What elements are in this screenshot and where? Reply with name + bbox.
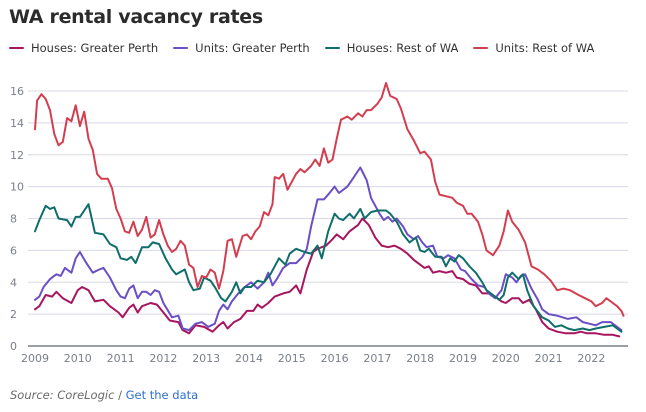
legend-swatch — [473, 46, 489, 50]
source-separator: / — [114, 388, 126, 402]
gridlines — [28, 90, 628, 315]
legend-item: Houses: Rest of WA — [324, 41, 459, 55]
legend-swatch — [9, 46, 24, 50]
x-tick-label: 2014 — [235, 352, 263, 365]
source-note: Source: CoreLogic / Get the data — [10, 388, 198, 402]
legend-item: Houses: Greater Perth — [9, 41, 158, 55]
y-tick-label: 2 — [10, 308, 17, 321]
series-line-houses-greater-perth — [34, 217, 621, 338]
x-tick-label: 2015 — [278, 352, 306, 365]
legend: Houses: Greater Perth Units: Greater Per… — [9, 41, 609, 55]
legend-swatch — [173, 46, 189, 50]
source-label: Source: CoreLogic — [10, 388, 115, 402]
y-tick-label: 4 — [10, 276, 17, 289]
y-tick-label: 8 — [10, 213, 17, 226]
x-tick-label: 2011 — [107, 352, 135, 365]
legend-label: Houses: Greater Perth — [31, 41, 159, 55]
x-tick-label: 2012 — [149, 352, 177, 365]
series-line-units-greater-perth — [34, 166, 623, 332]
legend-label: Units: Rest of WA — [495, 41, 595, 55]
y-tick-label: 12 — [10, 149, 24, 162]
series-line-units-rest-of-wa — [34, 82, 625, 317]
legend-label: Units: Greater Perth — [195, 41, 310, 55]
x-tick-label: 2013 — [192, 352, 220, 365]
legend-item: Units: Rest of WA — [473, 41, 594, 55]
legend-label: Houses: Rest of WA — [346, 41, 459, 55]
series-line-houses-rest-of-wa — [34, 203, 623, 333]
x-tick-label: 2019 — [449, 352, 477, 365]
get-the-data-link[interactable]: Get the data — [125, 388, 199, 402]
x-tick-label: 2010 — [64, 352, 92, 365]
x-tick-label: 2021 — [535, 352, 563, 365]
y-axis: 0 2 4 6 8 10 12 14 16 — [10, 85, 24, 353]
chart-title: WA rental vacancy rates — [9, 6, 263, 28]
x-tick-label: 2020 — [492, 352, 520, 365]
x-tick-label: 2016 — [321, 352, 349, 365]
x-tick-label: 2009 — [21, 352, 49, 365]
y-tick-label: 16 — [10, 85, 24, 98]
y-tick-label: 0 — [10, 340, 17, 353]
x-tick-label: 2018 — [406, 352, 434, 365]
y-tick-label: 14 — [10, 117, 24, 130]
legend-item: Units: Greater Perth — [173, 41, 310, 55]
y-tick-label: 6 — [10, 244, 17, 257]
legend-swatch — [324, 46, 340, 50]
x-tick-label: 2017 — [363, 352, 391, 365]
y-tick-label: 10 — [10, 181, 24, 194]
x-axis: 2009 2010 2011 2012 2013 2014 2015 2016 2017 2018… — [21, 345, 628, 365]
x-tick-label: 2022 — [577, 352, 605, 365]
series-lines — [34, 82, 625, 338]
